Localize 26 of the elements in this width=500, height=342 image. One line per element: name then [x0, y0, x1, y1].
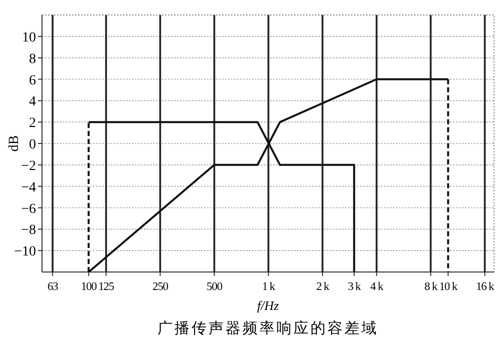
y-tick-label: 6	[29, 73, 36, 88]
x-tick-label: 4 k	[370, 281, 384, 293]
x-tick-label: 100	[80, 281, 98, 293]
x-tick-label: 8 k	[424, 281, 438, 293]
y-tick-label: −6	[21, 202, 36, 217]
y-tick-label: 0	[29, 138, 36, 152]
y-tick-label: −10	[14, 244, 36, 260]
x-tick-label: 16 k	[476, 281, 495, 293]
x-tick-label: 125	[98, 281, 115, 293]
y-tick-label: −2	[21, 158, 36, 174]
y-tick-label: 2	[29, 116, 36, 132]
y-tick-label: 4	[29, 94, 36, 110]
y-axis-title: dB	[7, 135, 22, 152]
x-tick-label: 1 k	[262, 281, 276, 293]
y-tick-label: 10	[22, 30, 36, 46]
y-tick-label: −4	[21, 180, 36, 196]
y-tick-label: 8	[29, 52, 36, 67]
x-tick-label: 10 k	[439, 281, 458, 293]
x-tick-label: 63	[47, 281, 59, 293]
x-tick-label: 2 k	[316, 281, 330, 293]
x-tick-label: 500	[206, 281, 223, 293]
x-axis-title: f/Hz	[257, 298, 279, 313]
x-tick-label: 250	[152, 281, 169, 293]
text: 广播传声器频率响应的容差域	[158, 320, 378, 337]
x-tick-label: 3 k	[348, 281, 362, 293]
y-tick-label: −8	[21, 223, 36, 238]
